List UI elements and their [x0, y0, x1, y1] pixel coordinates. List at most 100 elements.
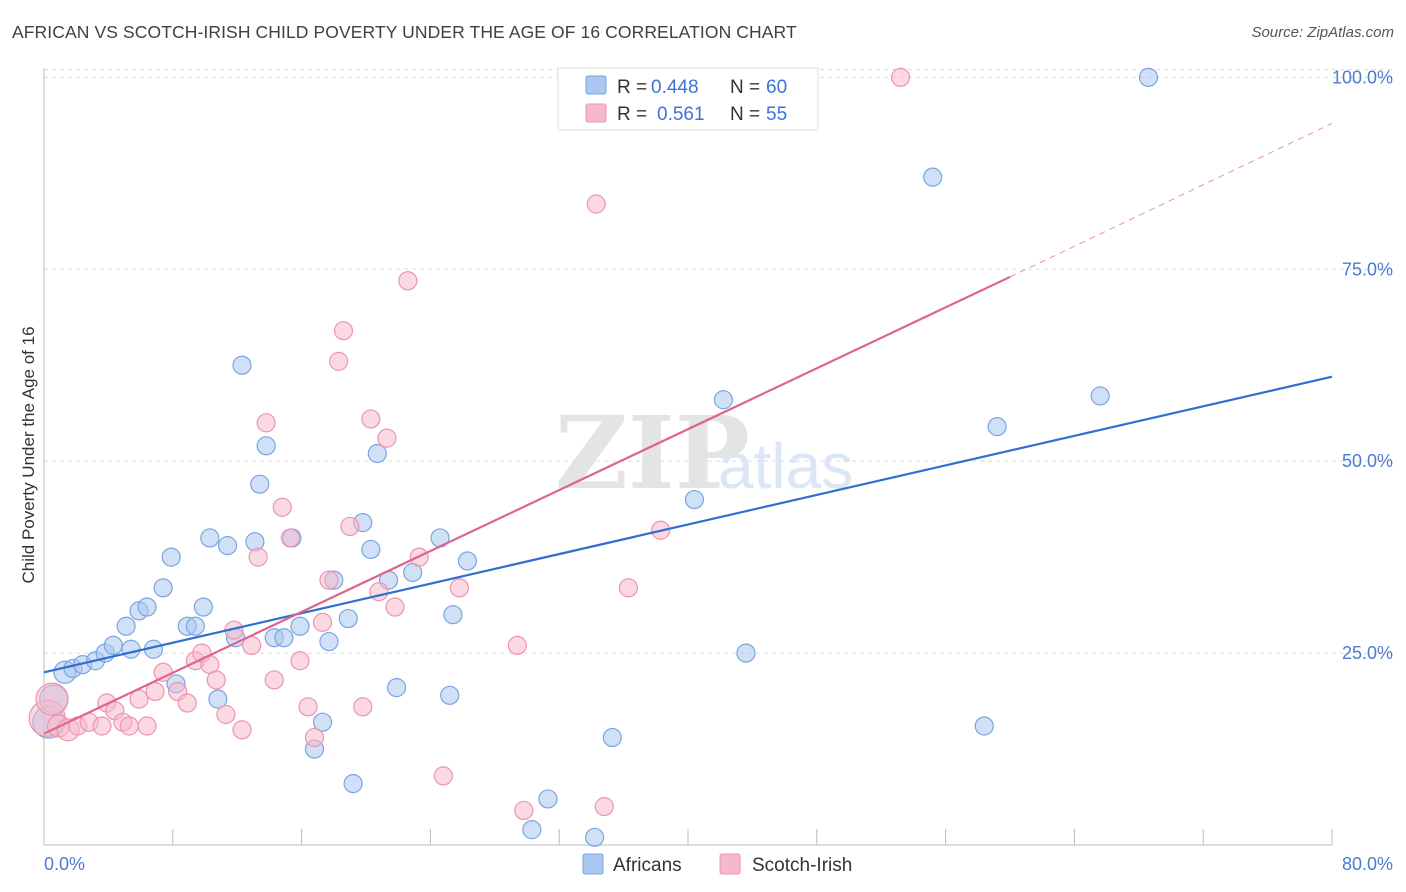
trend-line-scotch-irish-extension	[1009, 122, 1333, 278]
point-africans-46	[457, 551, 478, 571]
point-africans-54	[923, 167, 943, 187]
point-africans-39	[367, 443, 387, 464]
point-scotch-irish-10	[119, 716, 139, 736]
y-tick-label-0: 25.0%	[1342, 643, 1393, 663]
point-scotch-irish-36	[333, 321, 354, 341]
y-tick-label-3: 100.0%	[1332, 67, 1393, 87]
point-africans-11	[137, 597, 157, 617]
source-label: Source: ZipAtlas.com	[1251, 24, 1394, 41]
scatter-points	[28, 67, 1159, 847]
point-africans-32	[312, 712, 333, 732]
legend-swatch-africans	[585, 75, 607, 95]
point-africans-49	[585, 827, 605, 847]
chart-title: AFRICAN VS SCOTCH-IRISH CHILD POVERTY UN…	[12, 22, 797, 42]
legend-n-value-africans: 60	[766, 77, 787, 98]
point-africans-23	[232, 355, 252, 375]
point-africans-17	[185, 616, 205, 636]
x-tick-label-min: 0.0%	[44, 854, 85, 874]
watermark-atlas: atlas	[718, 430, 853, 502]
point-scotch-irish-25	[248, 547, 268, 567]
point-scotch-irish-21	[216, 704, 236, 725]
point-africans-33	[319, 631, 339, 652]
x-tick-label-max: 80.0%	[1342, 854, 1393, 874]
point-africans-51	[684, 489, 705, 510]
point-scotch-irish-27	[264, 670, 284, 690]
point-scotch-irish-49	[586, 194, 606, 214]
point-africans-26	[256, 436, 276, 456]
legend-n-value-scotch-irish: 55	[766, 104, 787, 125]
point-africans-13	[153, 578, 173, 598]
point-scotch-irish-50	[594, 797, 614, 817]
legend-n-label-scotch-irish: N =	[730, 104, 760, 125]
point-africans-55	[974, 716, 994, 736]
point-scotch-irish-1	[35, 682, 69, 716]
point-africans-14	[161, 547, 181, 567]
point-africans-9	[121, 639, 141, 659]
trend-line-scotch-irish	[43, 275, 1011, 735]
watermark-zip: ZIP	[555, 394, 750, 512]
legend-r-label-africans: R =	[617, 77, 647, 98]
point-scotch-irish-20	[206, 670, 226, 690]
point-scotch-irish-30	[290, 651, 310, 671]
legend-r-value-africans: 0.448	[651, 77, 699, 98]
legend-bottom-label-scotch-irish: Scotch-Irish	[752, 855, 852, 876]
point-africans-58	[1138, 67, 1159, 87]
point-africans-57	[1090, 386, 1110, 406]
legend-bottom-swatch-scotch-irish	[719, 853, 741, 875]
point-africans-8	[116, 616, 136, 636]
point-africans-44	[440, 685, 460, 705]
point-scotch-irish-33	[312, 612, 333, 632]
point-scotch-irish-45	[433, 766, 453, 786]
point-scotch-irish-13	[145, 681, 165, 702]
point-africans-38	[361, 539, 381, 560]
point-scotch-irish-11	[129, 689, 149, 709]
point-scotch-irish-53	[890, 67, 911, 87]
point-scotch-irish-42	[385, 597, 405, 617]
legend-n-label-africans: N =	[730, 77, 760, 98]
point-scotch-irish-6	[92, 716, 112, 736]
point-africans-21	[217, 536, 238, 556]
point-africans-20	[208, 689, 228, 709]
point-africans-18	[193, 597, 213, 617]
point-africans-36	[343, 773, 363, 794]
point-scotch-irish-48	[514, 800, 534, 821]
point-scotch-irish-43	[398, 271, 418, 291]
point-scotch-irish-26	[256, 413, 276, 433]
point-africans-56	[987, 417, 1007, 437]
y-tick-label-2: 75.0%	[1342, 259, 1393, 279]
point-africans-45	[443, 605, 463, 625]
point-africans-41	[386, 678, 407, 698]
y-tick-labels: 25.0% 50.0% 75.0% 100.0%	[1332, 67, 1393, 663]
point-scotch-irish-39	[361, 409, 381, 429]
point-scotch-irish-34	[319, 570, 339, 590]
legend-bottom-label-africans: Africans	[613, 855, 682, 876]
trend-lines	[43, 122, 1333, 735]
point-scotch-irish-12	[137, 716, 157, 736]
trend-line-africans	[43, 375, 1333, 674]
point-scotch-irish-23	[232, 720, 252, 740]
point-africans-30	[290, 616, 310, 636]
legend-bottom: Africans Scotch-Irish	[582, 853, 852, 876]
point-scotch-irish-47	[507, 635, 527, 656]
point-scotch-irish-37	[340, 516, 360, 537]
point-africans-28	[274, 628, 294, 648]
point-scotch-irish-14	[153, 662, 173, 682]
point-africans-35	[338, 608, 358, 629]
x-axis-ticks	[43, 829, 1333, 845]
point-africans-19	[200, 528, 220, 548]
point-scotch-irish-35	[329, 351, 349, 371]
legend-top: R = 0.448 N = 60 R = 0.561 N = 55	[557, 67, 819, 131]
point-africans-47	[522, 820, 542, 840]
point-scotch-irish-51	[618, 578, 639, 598]
point-scotch-irish-31	[298, 697, 318, 717]
y-tick-label-1: 50.0%	[1342, 451, 1393, 471]
legend-bottom-swatch-africans	[582, 853, 604, 875]
legend-r-label-scotch-irish: R =	[617, 104, 647, 125]
legend-r-value-scotch-irish: 0.561	[657, 104, 705, 125]
point-scotch-irish-28	[272, 497, 292, 517]
point-africans-50	[602, 727, 622, 748]
point-africans-48	[538, 789, 558, 809]
point-scotch-irish-46	[449, 578, 469, 598]
point-scotch-irish-32	[304, 727, 325, 748]
